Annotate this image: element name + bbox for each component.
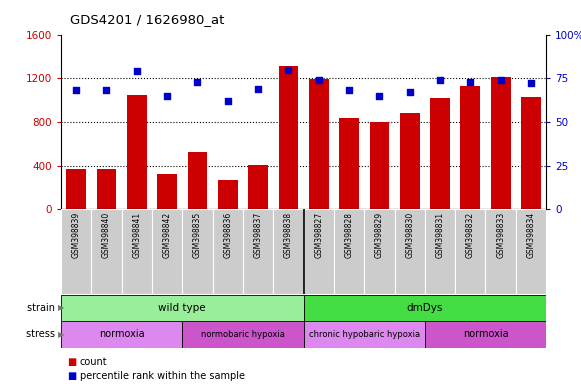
- Bar: [278, 66, 298, 209]
- Bar: [461, 86, 480, 209]
- Point: [375, 93, 384, 99]
- Text: GSM398832: GSM398832: [466, 212, 475, 258]
- Text: normobaric hypoxia: normobaric hypoxia: [201, 330, 285, 339]
- Text: GSM398839: GSM398839: [71, 212, 81, 258]
- Text: ■: ■: [67, 357, 76, 367]
- Bar: [66, 169, 86, 209]
- Text: GSM398837: GSM398837: [253, 212, 263, 258]
- Point: [345, 88, 354, 94]
- Bar: [370, 122, 389, 209]
- Text: GSM398830: GSM398830: [405, 212, 414, 258]
- Text: GSM398834: GSM398834: [526, 212, 536, 258]
- Bar: [303, 295, 546, 321]
- Text: ■: ■: [67, 371, 76, 381]
- Bar: [218, 180, 238, 209]
- Bar: [394, 209, 425, 294]
- Text: GSM398827: GSM398827: [314, 212, 323, 258]
- Bar: [455, 209, 486, 294]
- Point: [496, 77, 505, 83]
- Text: normoxia: normoxia: [462, 329, 508, 339]
- Point: [163, 93, 172, 99]
- Bar: [188, 152, 207, 209]
- Bar: [430, 98, 450, 209]
- Bar: [516, 209, 546, 294]
- Bar: [182, 209, 213, 294]
- Bar: [334, 209, 364, 294]
- Point: [314, 77, 324, 83]
- Text: strain: strain: [27, 303, 58, 313]
- Bar: [96, 169, 116, 209]
- Bar: [248, 164, 268, 209]
- Text: GSM398835: GSM398835: [193, 212, 202, 258]
- Text: chronic hypobaric hypoxia: chronic hypobaric hypoxia: [309, 330, 420, 339]
- Text: wild type: wild type: [159, 303, 206, 313]
- Text: ▶: ▶: [58, 330, 64, 339]
- Bar: [243, 209, 273, 294]
- Bar: [491, 77, 511, 209]
- Text: count: count: [80, 357, 107, 367]
- Bar: [91, 209, 121, 294]
- Bar: [127, 94, 146, 209]
- Text: GSM398842: GSM398842: [163, 212, 171, 258]
- Text: ▶: ▶: [58, 303, 64, 312]
- Text: GSM398831: GSM398831: [436, 212, 444, 258]
- Point: [223, 98, 232, 104]
- Point: [405, 89, 414, 95]
- Bar: [400, 113, 419, 209]
- Text: GSM398836: GSM398836: [223, 212, 232, 258]
- Bar: [425, 209, 455, 294]
- Bar: [486, 209, 516, 294]
- Bar: [61, 209, 91, 294]
- Bar: [303, 209, 334, 294]
- Point: [71, 88, 81, 94]
- Text: GDS4201 / 1626980_at: GDS4201 / 1626980_at: [70, 13, 224, 26]
- Bar: [157, 174, 177, 209]
- Point: [132, 68, 141, 74]
- Bar: [303, 321, 425, 348]
- Bar: [339, 118, 359, 209]
- Bar: [182, 321, 303, 348]
- Text: normoxia: normoxia: [99, 329, 145, 339]
- Text: GSM398840: GSM398840: [102, 212, 111, 258]
- Bar: [309, 79, 329, 209]
- Text: GSM398829: GSM398829: [375, 212, 384, 258]
- Point: [435, 77, 444, 83]
- Bar: [364, 209, 394, 294]
- Text: GSM398841: GSM398841: [132, 212, 141, 258]
- Point: [466, 79, 475, 85]
- Text: GSM398838: GSM398838: [284, 212, 293, 258]
- Bar: [273, 209, 303, 294]
- Bar: [425, 321, 546, 348]
- Point: [284, 66, 293, 73]
- Point: [193, 79, 202, 85]
- Text: percentile rank within the sample: percentile rank within the sample: [80, 371, 245, 381]
- Bar: [152, 209, 182, 294]
- Text: GSM398828: GSM398828: [345, 212, 354, 258]
- Bar: [121, 209, 152, 294]
- Point: [253, 86, 263, 92]
- Text: dmDys: dmDys: [407, 303, 443, 313]
- Bar: [521, 97, 541, 209]
- Point: [102, 88, 111, 94]
- Text: GSM398833: GSM398833: [496, 212, 505, 258]
- Point: [526, 80, 536, 86]
- Bar: [61, 321, 182, 348]
- Bar: [213, 209, 243, 294]
- Text: stress: stress: [26, 329, 58, 339]
- Bar: [61, 295, 303, 321]
